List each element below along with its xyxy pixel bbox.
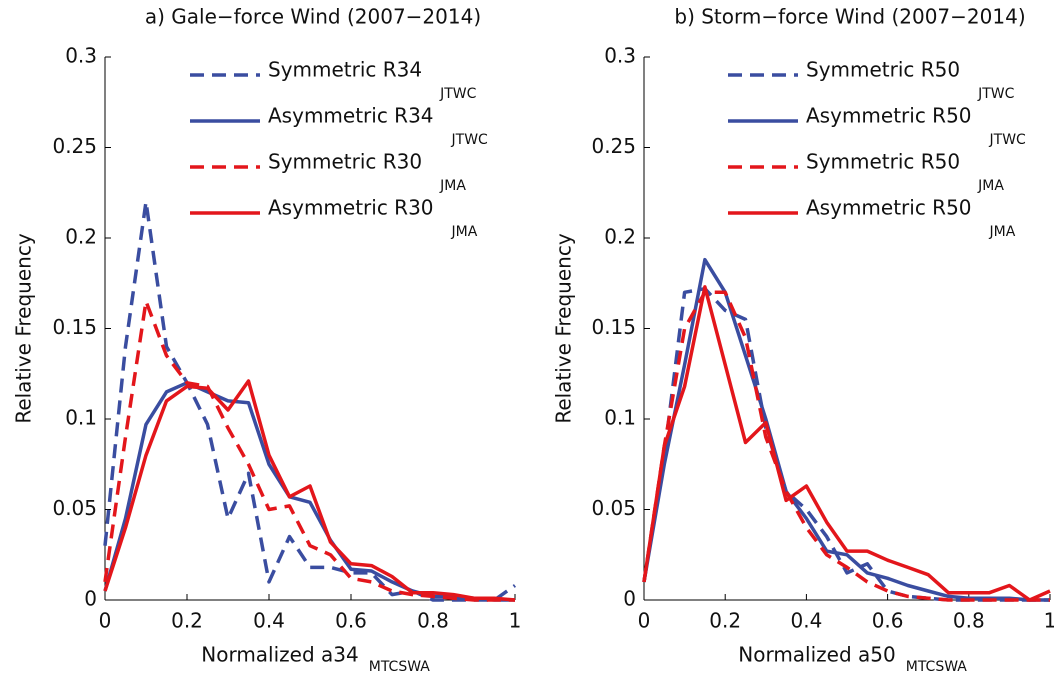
x-tick-label: 0.6 — [335, 609, 367, 633]
y-tick-label: 0.25 — [591, 134, 636, 158]
y-tick-label: 0.1 — [65, 406, 97, 430]
series-line — [642, 285, 1051, 602]
legend-label: Symmetric R50 — [806, 58, 960, 82]
x-axis-label-subscript: MTCSWA — [369, 659, 431, 675]
x-tick-label: 0.4 — [790, 609, 822, 633]
series-line — [103, 299, 515, 602]
series-line — [642, 286, 1050, 602]
y-tick-label: 0 — [623, 587, 636, 611]
legend-subscript: JTWC — [451, 132, 489, 148]
y-tick-label: 0.1 — [604, 406, 636, 430]
series-line — [103, 379, 516, 602]
series-line — [103, 200, 517, 602]
x-tick-label: 0.8 — [953, 609, 985, 633]
y-tick-label: 0.25 — [52, 134, 97, 158]
legend-label: Symmetric R34 — [268, 58, 422, 82]
legend-label: Asymmetric R50 — [806, 104, 972, 128]
legend-subscript: JMA — [977, 178, 1004, 194]
y-tick-label: 0.15 — [591, 315, 636, 339]
legend-label: Asymmetric R30 — [268, 196, 434, 220]
x-tick-label: 0.8 — [417, 609, 449, 633]
x-axis-label: Normalized a50 — [738, 643, 895, 667]
x-tick-label: 0.2 — [171, 609, 203, 633]
series-line — [642, 257, 1050, 602]
y-tick-label: 0.05 — [591, 496, 636, 520]
x-tick-label: 1 — [509, 609, 522, 633]
x-axis-label: Normalized a34 — [201, 643, 358, 667]
y-tick-label: 0.05 — [52, 496, 97, 520]
y-tick-label: 0.15 — [52, 315, 97, 339]
legend-label: Asymmetric R34 — [268, 104, 434, 128]
x-tick-label: 0.6 — [872, 609, 904, 633]
legend-label: Asymmetric R50 — [806, 196, 972, 220]
y-tick-label: 0 — [84, 587, 97, 611]
legend-label: Symmetric R30 — [268, 150, 422, 174]
x-axis-label-subscript: MTCSWA — [906, 659, 968, 675]
legend-subscript: JMA — [439, 178, 466, 194]
legend-subscript: JTWC — [977, 86, 1015, 102]
y-axis-label: Relative Frequency — [12, 233, 36, 423]
x-tick-label: 0.2 — [709, 609, 741, 633]
series-line — [642, 290, 1050, 602]
x-tick-label: 1 — [1044, 609, 1054, 633]
legend-label: Symmetric R50 — [806, 150, 960, 174]
chart-title: b) Storm−force Wind (2007−2014) — [674, 5, 1025, 29]
y-tick-label: 0.2 — [604, 225, 636, 249]
legend-subscript: JMA — [451, 224, 478, 240]
series-line — [103, 381, 515, 602]
x-tick-label: 0 — [638, 609, 651, 633]
legend-subscript: JMA — [989, 224, 1016, 240]
legend-subscript: JTWC — [989, 132, 1027, 148]
y-tick-label: 0.3 — [65, 44, 97, 68]
x-tick-label: 0.4 — [253, 609, 285, 633]
chart-title: a) Gale−force Wind (2007−2014) — [145, 5, 481, 29]
y-axis-label: Relative Frequency — [552, 233, 576, 423]
y-tick-label: 0.2 — [65, 225, 97, 249]
x-tick-label: 0 — [99, 609, 112, 633]
legend-subscript: JTWC — [439, 86, 477, 102]
y-tick-label: 0.3 — [604, 44, 636, 68]
